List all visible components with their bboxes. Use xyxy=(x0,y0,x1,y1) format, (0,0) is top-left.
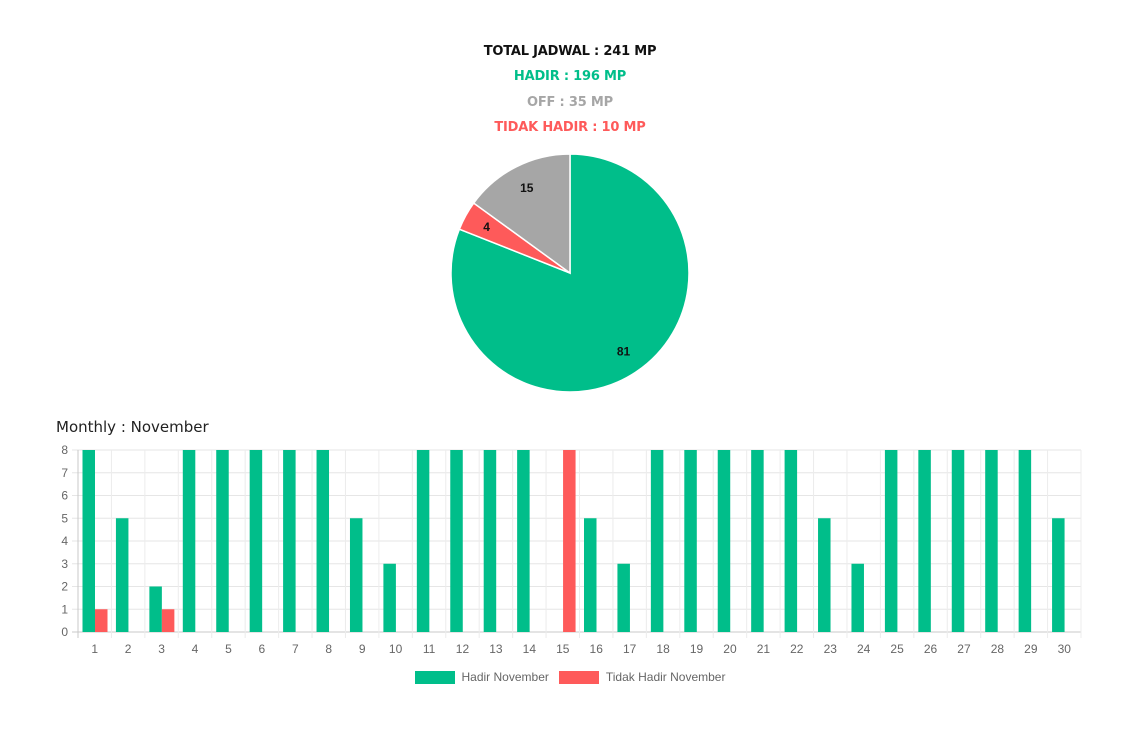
legend-item-hadir[interactable]: Hadir November xyxy=(414,670,549,684)
x-tick-label: 22 xyxy=(790,642,804,656)
bar-hadir[interactable] xyxy=(617,563,630,632)
y-tick-label: 2 xyxy=(61,580,68,594)
x-tick-label: 11 xyxy=(423,642,436,656)
y-tick-label: 8 xyxy=(61,443,68,457)
x-tick-label: 25 xyxy=(890,642,904,656)
bar-tidak-hadir[interactable] xyxy=(161,609,175,632)
x-tick-label: 2 xyxy=(125,642,132,656)
bar-hadir[interactable] xyxy=(416,450,430,632)
y-tick-label: 4 xyxy=(61,534,68,548)
bar-hadir[interactable] xyxy=(1052,518,1065,632)
bar-legend: Hadir November Tidak Hadir November xyxy=(0,670,1140,684)
y-tick-label: 3 xyxy=(61,557,68,571)
x-tick-label: 20 xyxy=(723,642,737,656)
present-count-label: HADIR : 196 MP xyxy=(513,69,627,84)
x-tick-label: 17 xyxy=(623,642,637,656)
pie-label-4: 4 xyxy=(483,220,490,234)
bar-hadir[interactable] xyxy=(884,450,898,632)
bar-hadir[interactable] xyxy=(951,450,965,632)
bar-hadir[interactable] xyxy=(349,518,363,632)
bar-hadir[interactable] xyxy=(1018,450,1032,632)
bar-hadir[interactable] xyxy=(115,518,129,632)
bar-hadir[interactable] xyxy=(182,450,196,632)
monthly-title: Monthly : November xyxy=(56,418,209,436)
x-tick-label: 6 xyxy=(259,642,266,656)
pie-label-81: 81 xyxy=(617,345,631,359)
bar-hadir[interactable] xyxy=(316,450,330,632)
bar-hadir[interactable] xyxy=(149,586,162,633)
bar-hadir[interactable] xyxy=(283,450,296,632)
y-tick-label: 0 xyxy=(61,625,68,639)
x-tick-label: 18 xyxy=(656,642,670,656)
bar-hadir[interactable] xyxy=(650,450,664,632)
y-tick-label: 5 xyxy=(61,511,68,525)
bar-hadir[interactable] xyxy=(985,450,998,632)
x-tick-label: 27 xyxy=(957,642,971,656)
off-count-label: OFF : 35 MP xyxy=(527,95,613,110)
x-tick-label: 15 xyxy=(556,642,570,656)
x-tick-label: 14 xyxy=(523,642,537,656)
x-tick-label: 4 xyxy=(192,642,199,656)
bar-hadir[interactable] xyxy=(717,450,731,632)
bar-hadir[interactable] xyxy=(216,450,229,632)
x-tick-label: 8 xyxy=(325,642,332,656)
bar-hadir[interactable] xyxy=(249,450,263,632)
bar-hadir[interactable] xyxy=(450,450,463,632)
pie-slice-15[interactable] xyxy=(472,153,571,275)
bar-hadir[interactable] xyxy=(784,450,798,632)
x-tick-label: 12 xyxy=(456,642,470,656)
x-tick-label: 9 xyxy=(359,642,366,656)
pie-label-15: 15 xyxy=(520,181,534,195)
x-tick-label: 1 xyxy=(91,642,98,656)
bar-hadir[interactable] xyxy=(517,450,530,632)
legend-label-tidak-hadir: Tidak Hadir November xyxy=(605,670,726,684)
bar-hadir[interactable] xyxy=(751,450,764,632)
legend-label-hadir: Hadir November xyxy=(461,670,549,684)
bar-hadir[interactable] xyxy=(684,450,697,632)
x-tick-label: 13 xyxy=(489,642,503,656)
bar-tidak-hadir[interactable] xyxy=(95,609,108,632)
bar-hadir[interactable] xyxy=(82,450,96,632)
bar-tidak-hadir[interactable] xyxy=(563,450,576,632)
attendance-pie-chart: 81 4 15 xyxy=(450,153,690,393)
bar-hadir[interactable] xyxy=(851,563,864,632)
bar-hadir[interactable] xyxy=(584,518,597,632)
x-tick-label: 30 xyxy=(1058,642,1072,656)
bar-hadir[interactable] xyxy=(483,450,497,632)
legend-item-tidak-hadir[interactable]: Tidak Hadir November xyxy=(558,670,726,684)
legend-swatch-tidak-hadir xyxy=(558,670,599,684)
pie-slice-81[interactable] xyxy=(450,153,690,393)
x-tick-label: 5 xyxy=(225,642,232,656)
x-tick-label: 23 xyxy=(824,642,838,656)
x-tick-label: 21 xyxy=(757,642,771,656)
x-tick-label: 3 xyxy=(158,642,165,656)
bar-hadir[interactable] xyxy=(818,518,831,632)
absent-count-label: TIDAK HADIR : 10 MP xyxy=(494,120,646,135)
y-tick-label: 7 xyxy=(61,466,68,480)
legend-swatch-hadir xyxy=(414,670,455,684)
total-schedule-label: TOTAL JADWAL : 241 MP xyxy=(483,44,657,59)
x-tick-label: 26 xyxy=(924,642,938,656)
x-tick-label: 7 xyxy=(292,642,299,656)
x-tick-label: 28 xyxy=(991,642,1005,656)
bar-hadir[interactable] xyxy=(383,563,396,632)
x-tick-label: 29 xyxy=(1024,642,1038,656)
x-tick-label: 19 xyxy=(690,642,704,656)
x-tick-label: 10 xyxy=(389,642,403,656)
bar-hadir[interactable] xyxy=(918,450,931,632)
x-tick-label: 16 xyxy=(590,642,604,656)
x-tick-label: 24 xyxy=(857,642,871,656)
y-tick-label: 1 xyxy=(61,602,68,616)
y-tick-label: 6 xyxy=(61,489,68,503)
